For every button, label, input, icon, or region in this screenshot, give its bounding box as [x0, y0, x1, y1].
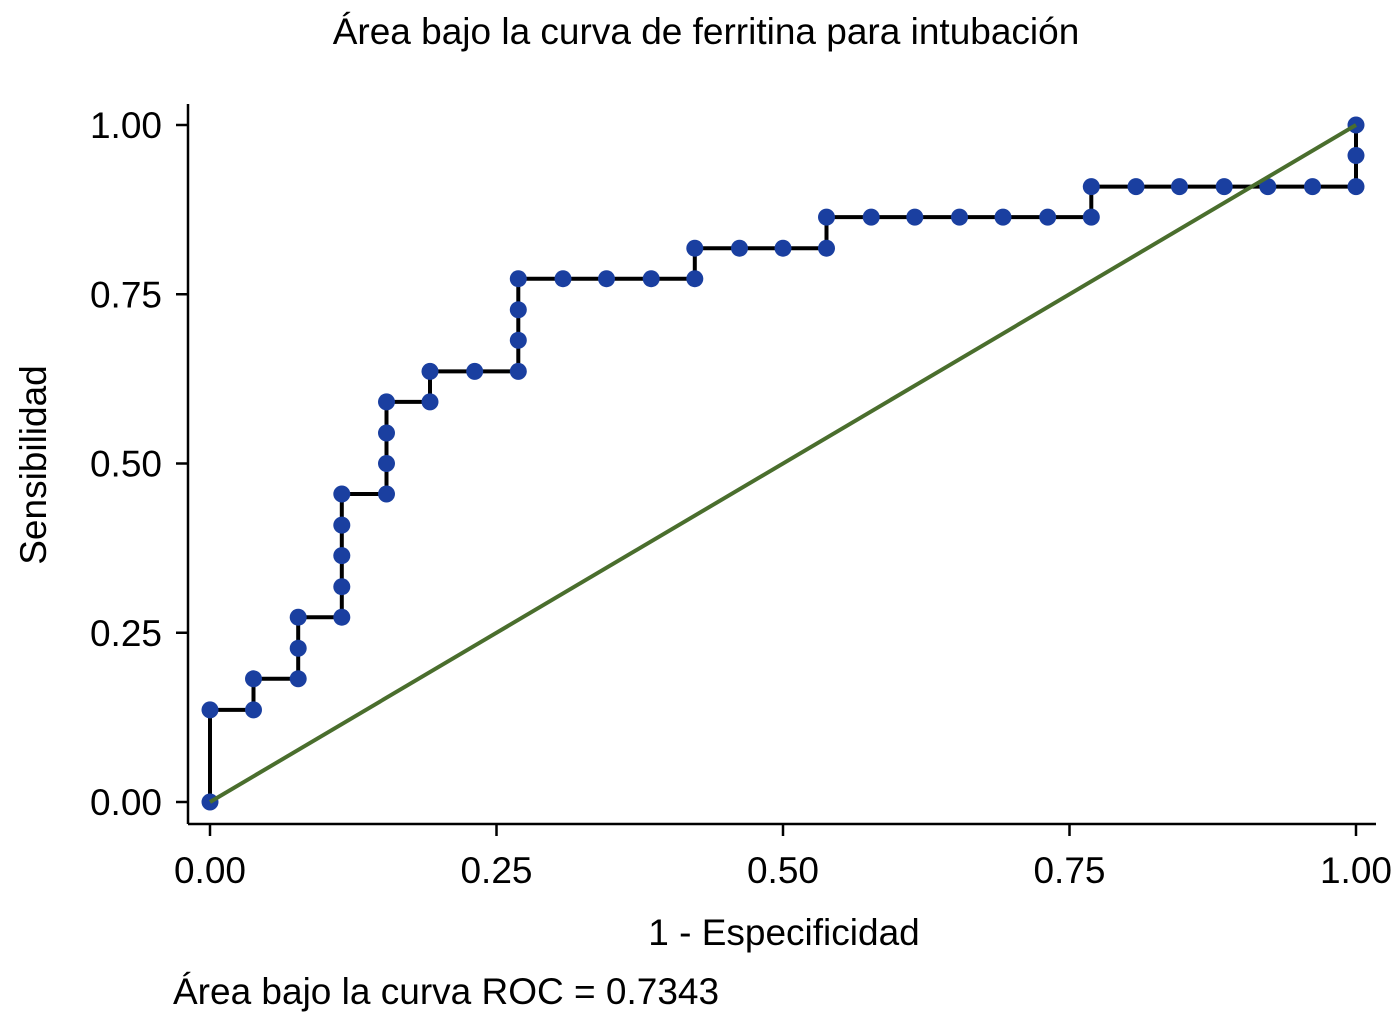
roc-point [994, 208, 1012, 226]
roc-point [554, 270, 572, 288]
roc-point [774, 239, 792, 257]
y-tick-label: 0.00 [90, 782, 162, 823]
y-ticks: 0.00 0.25 0.50 0.75 1.00 [90, 105, 188, 823]
roc-point [333, 608, 351, 626]
plot-area [201, 116, 1365, 811]
roc-point [333, 485, 351, 503]
roc-point [1171, 178, 1188, 196]
roc-point [951, 208, 968, 226]
roc-point [731, 239, 748, 257]
roc-point [1215, 178, 1233, 196]
roc-point [1259, 178, 1277, 196]
roc-point [509, 270, 527, 288]
x-tick-label: 0.00 [174, 850, 246, 891]
y-tick-label: 0.75 [90, 274, 162, 315]
roc-point [289, 639, 307, 657]
roc-point [686, 270, 704, 288]
x-tick-label: 1.00 [1320, 850, 1392, 891]
x-tick-label: 0.25 [460, 850, 532, 891]
roc-point [245, 701, 262, 719]
y-tick-label: 1.00 [90, 105, 162, 146]
roc-point [289, 608, 307, 626]
roc-area-footnote: Área bajo la curva ROC = 0.7343 [173, 971, 719, 1012]
roc-point [509, 362, 527, 380]
x-axis-label: 1 - Especificidad [648, 912, 919, 953]
roc-point [818, 239, 835, 257]
roc-point [466, 362, 484, 380]
y-axis-label: Sensibilidad [13, 365, 54, 565]
roc-point [818, 208, 835, 226]
y-tick-label: 0.25 [90, 613, 162, 654]
roc-point [1347, 178, 1365, 196]
roc-point [1039, 208, 1057, 226]
roc-point [201, 701, 219, 719]
roc-point [378, 393, 395, 411]
roc-point [421, 393, 439, 411]
roc-point [378, 424, 395, 442]
x-ticks: 0.00 0.25 0.50 0.75 1.00 [174, 824, 1392, 891]
roc-point [1347, 147, 1365, 164]
y-tick-label: 0.50 [90, 444, 162, 485]
roc-point [509, 331, 527, 349]
roc-point [1082, 178, 1100, 196]
roc-point [333, 578, 351, 596]
x-tick-label: 0.50 [747, 850, 819, 891]
roc-point [333, 516, 351, 534]
roc-point [245, 670, 262, 688]
roc-point [642, 270, 660, 288]
roc-point [378, 485, 395, 503]
reference-line [208, 123, 1358, 804]
roc-point [289, 670, 307, 688]
roc-point [1082, 208, 1100, 226]
chart-title: Área bajo la curva de ferritina para int… [333, 11, 1080, 52]
roc-point [333, 547, 351, 565]
roc-point [862, 208, 880, 226]
x-tick-label: 0.75 [1033, 850, 1105, 891]
roc-point [1127, 178, 1145, 196]
roc-point [598, 270, 615, 288]
roc-point [378, 455, 395, 472]
roc-point [686, 239, 704, 257]
roc-point [509, 301, 527, 319]
roc-point [906, 208, 924, 226]
roc-point [421, 362, 439, 380]
roc-point [1304, 178, 1321, 196]
